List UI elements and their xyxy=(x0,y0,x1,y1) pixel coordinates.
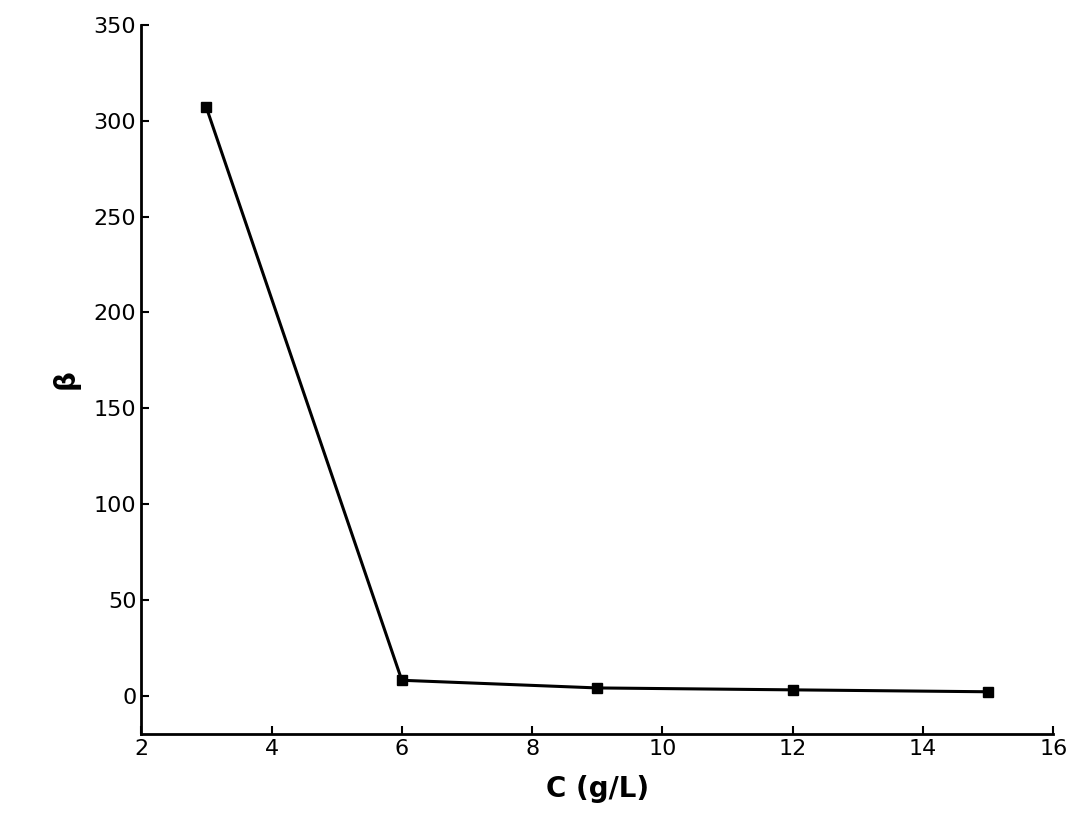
X-axis label: C (g/L): C (g/L) xyxy=(546,776,648,803)
Y-axis label: β: β xyxy=(52,369,79,389)
